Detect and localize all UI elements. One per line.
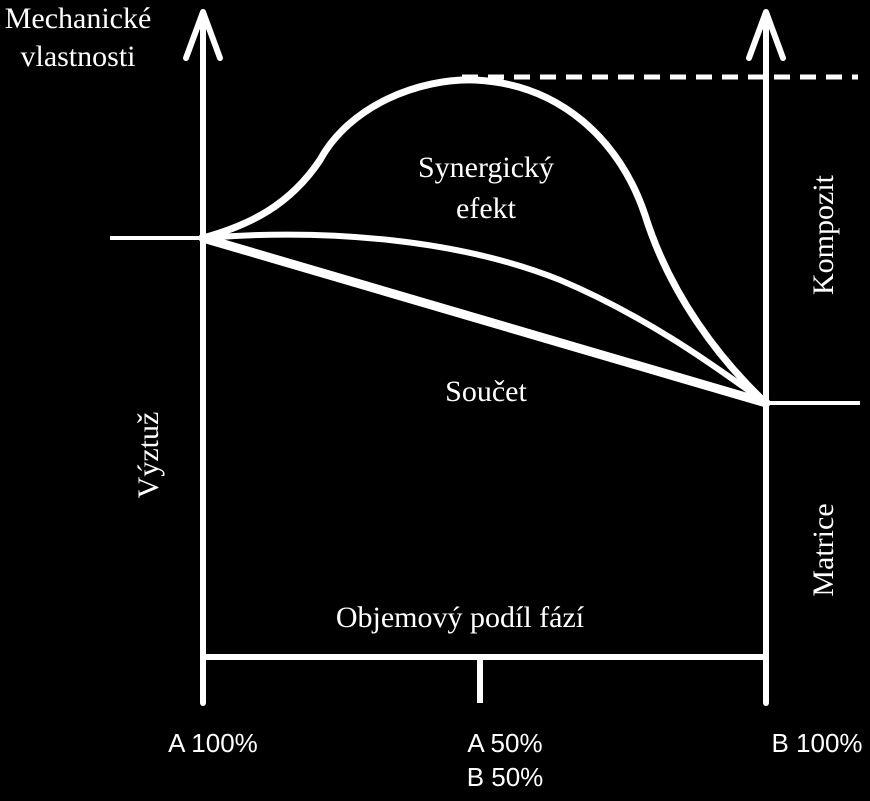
y-axis-label-line1: Mechanické: [5, 2, 152, 35]
tick-label-mid-line1: A 50%: [467, 728, 542, 758]
right-top-label: Kompozit: [807, 174, 840, 295]
synergy-label-line1: Synergický: [418, 151, 554, 184]
x-axis-label: Objemový podíl fází: [336, 601, 585, 634]
lower-composite-curve: [202, 231, 768, 406]
x-axis-bracket: [203, 654, 766, 703]
right-bottom-label: Matrice: [807, 503, 840, 596]
sum-label: Součet: [445, 375, 527, 408]
left-axis: [183, 9, 223, 706]
sum-line: [198, 233, 771, 408]
tick-label-left: A 100%: [168, 728, 258, 758]
synergy-label-line2: efekt: [456, 192, 517, 225]
left-side-label: Výztuž: [132, 412, 165, 499]
right-axis: [746, 9, 786, 706]
y-axis-label-line2: vlastnosti: [20, 40, 135, 73]
tick-label-mid-line2: B 50%: [467, 762, 544, 792]
tick-label-right: B 100%: [771, 728, 862, 758]
synergy-curve: [202, 76, 769, 406]
